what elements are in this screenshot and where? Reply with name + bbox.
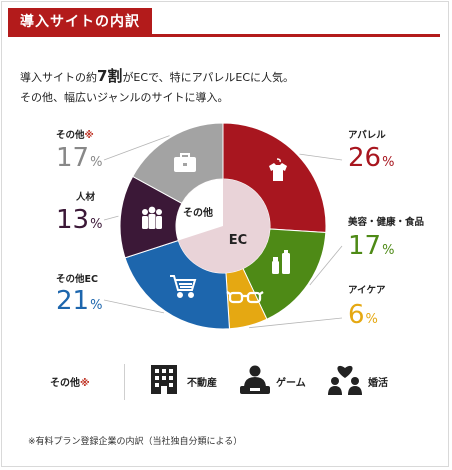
- leader-line-beauty: [309, 245, 343, 286]
- label-other-ec: その他EC: [56, 274, 98, 285]
- label-jinzai: 人材: [76, 192, 96, 203]
- pct-jinzai-value: 13: [56, 205, 90, 235]
- leader-line-other-ec: [103, 299, 165, 314]
- others-divider: [124, 364, 125, 400]
- pct-apparel-unit: %: [382, 155, 395, 170]
- pct-jinzai: 13%: [56, 207, 102, 238]
- others-label: その他※: [50, 374, 90, 389]
- couple-heart-icon: [328, 365, 362, 395]
- inner-ec-label: EC: [229, 233, 247, 248]
- leader-line-apparel: [299, 153, 343, 161]
- inner-other-segment: [175, 178, 223, 241]
- pct-other-value: 17: [56, 143, 90, 173]
- lead-emphasis: 7割: [97, 67, 123, 85]
- label-beauty: 美容・健康・食品: [348, 217, 425, 228]
- panel-title: 導入サイトの内訳: [8, 8, 152, 36]
- label-other-text: その他: [56, 130, 85, 141]
- glasses-icon: [226, 291, 264, 304]
- label-other: その他※: [56, 127, 94, 141]
- lead-pre: 導入サイトの約: [20, 71, 97, 84]
- others-label-mark: ※: [80, 378, 90, 389]
- footnote: ※有料プラン登録企業の内訳（当社独自分類による）: [28, 437, 243, 447]
- pct-apparel-value: 26: [348, 143, 382, 173]
- pct-eyecare-unit: %: [365, 312, 378, 327]
- pct-beauty: 17%: [348, 233, 394, 264]
- pct-other-unit: %: [90, 155, 103, 170]
- pct-eyecare: 6%: [348, 302, 378, 333]
- pct-beauty-unit: %: [382, 243, 395, 258]
- lead-post: がECで、特にアパレルECに人気。: [122, 71, 295, 84]
- label-eyecare: アイケア: [348, 285, 386, 296]
- leader-line-eyecare: [249, 317, 343, 329]
- building-icon: [151, 365, 177, 394]
- pct-other-ec-unit: %: [90, 298, 103, 313]
- pct-eyecare-value: 6: [348, 300, 365, 330]
- shirt-icon: [269, 158, 287, 181]
- gamer-icon: [240, 365, 270, 394]
- briefcase-icon: [174, 153, 196, 172]
- leader-lines: [103, 135, 343, 329]
- others-item-realestate: 不動産: [187, 378, 217, 389]
- lead-text: 導入サイトの約7割がECで、特にアパレルECに人気。 その他、幅広いジャンルのサ…: [20, 66, 440, 108]
- others-label-text: その他: [50, 378, 80, 389]
- leader-line-jinzai: [103, 215, 119, 221]
- people-icon: [142, 206, 162, 229]
- lead-line-1: 導入サイトの約7割がECで、特にアパレルECに人気。: [20, 66, 440, 88]
- label-apparel: アパレル: [348, 130, 386, 141]
- pct-beauty-value: 17: [348, 231, 382, 261]
- pct-jinzai-unit: %: [90, 217, 103, 232]
- inner-other-label: その他: [183, 206, 213, 219]
- pct-other-ec: 21%: [56, 288, 102, 319]
- others-item-game: ゲーム: [276, 378, 306, 389]
- pct-apparel: 26%: [348, 145, 394, 176]
- others-item-konkatsu: 婚活: [368, 378, 388, 389]
- cosmetics-icon: [272, 250, 290, 274]
- cart-icon: [170, 275, 197, 298]
- pct-other: 17%: [56, 145, 102, 176]
- header-rule: [8, 34, 440, 37]
- lead-line-2: その他、幅広いジャンルのサイトに導入。: [20, 91, 229, 104]
- label-other-mark: ※: [84, 130, 94, 141]
- pct-other-ec-value: 21: [56, 286, 90, 316]
- leader-line-other: [103, 135, 170, 161]
